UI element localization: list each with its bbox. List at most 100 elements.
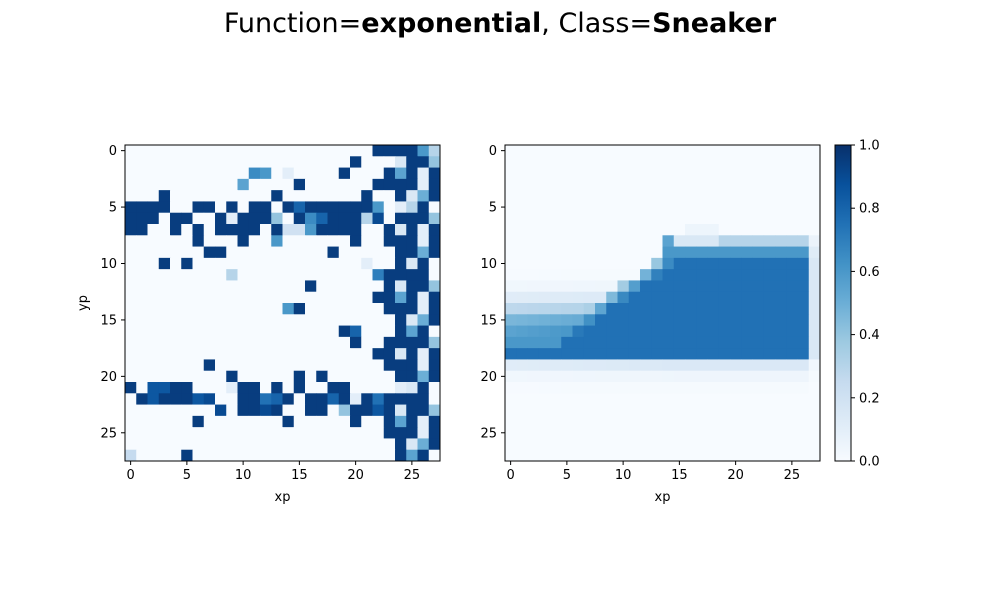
heatmap-cell: [640, 404, 652, 417]
heatmap-cell: [673, 359, 686, 372]
heatmap-cell: [260, 246, 272, 259]
heatmap-cell: [192, 359, 205, 372]
heatmap-cell: [550, 325, 562, 338]
heatmap-cell: [718, 427, 731, 439]
heatmap-cell: [361, 212, 373, 225]
heatmap-cell: [327, 156, 340, 168]
heatmap-cell: [595, 212, 607, 225]
heatmap-cell: [572, 291, 585, 304]
heatmap-cell: [170, 280, 182, 293]
heatmap-cell: [606, 427, 618, 439]
heatmap-cell: [147, 224, 160, 236]
heatmap-cell: [718, 145, 731, 157]
heatmap-cell: [395, 257, 407, 270]
heatmap-cell: [673, 201, 686, 214]
heatmap-cell: [595, 336, 607, 349]
heatmap-cell: [316, 303, 328, 315]
heatmap-cell: [305, 427, 317, 439]
heatmap-cell: [361, 280, 373, 293]
heatmap-cell: [561, 303, 573, 315]
heatmap-cell: [350, 190, 362, 202]
heatmap-cell: [181, 201, 193, 214]
heatmap-cell: [361, 291, 373, 304]
heatmap-cell: [752, 156, 765, 168]
heatmap-cell: [516, 178, 528, 191]
heatmap-cell: [237, 415, 250, 428]
heatmap-cell: [147, 415, 160, 428]
heatmap-cell: [606, 415, 618, 428]
heatmap-cell: [583, 246, 596, 259]
heatmap-cell: [383, 156, 396, 168]
heatmap-cell: [260, 427, 272, 439]
heatmap-cell: [797, 449, 810, 462]
heatmap-cell: [516, 325, 528, 338]
heatmap-cell: [550, 449, 562, 462]
heatmap-cell: [181, 370, 193, 383]
heatmap-cell: [406, 325, 418, 338]
heatmap-cell: [763, 235, 776, 247]
heatmap-cell: [640, 156, 652, 168]
heatmap-cell: [786, 167, 798, 180]
heatmap-cell: [237, 201, 250, 214]
heatmap-cell: [372, 167, 385, 180]
heatmap-cell: [338, 370, 351, 383]
heatmap-cell: [730, 348, 742, 360]
heatmap-cell: [505, 449, 517, 462]
heatmap-cell: [428, 427, 441, 439]
heatmap-cell: [640, 269, 652, 281]
heatmap-cell: [282, 156, 295, 168]
heatmap-cell: [583, 393, 596, 405]
heatmap-cell: [158, 415, 171, 428]
heatmap-cell: [372, 438, 385, 451]
heatmap-cell: [640, 382, 652, 394]
heatmap-cell: [583, 167, 596, 180]
heatmap-cell: [338, 212, 351, 225]
colorbar-frame: [834, 144, 852, 462]
heatmap-cell: [516, 348, 528, 360]
heatmap-cell: [730, 212, 742, 225]
heatmap-cell: [505, 370, 517, 383]
heatmap-cell: [696, 449, 708, 462]
heatmap-cell: [271, 235, 283, 247]
heatmap-cell: [527, 190, 540, 202]
heatmap-cell: [260, 438, 272, 451]
heatmap-cell: [718, 325, 731, 338]
heatmap-cell: [428, 201, 441, 214]
heatmap-cell: [215, 325, 227, 338]
heatmap-cell: [662, 190, 675, 202]
heatmap-cell: [561, 190, 573, 202]
heatmap-cell: [696, 325, 708, 338]
heatmap-cell: [651, 359, 663, 372]
heatmap-cell: [775, 314, 787, 326]
heatmap-cell: [237, 224, 250, 236]
heatmap-cell: [640, 224, 652, 236]
heatmap-cell: [662, 291, 675, 304]
heatmap-cell: [271, 269, 283, 281]
heatmap-cell: [136, 427, 148, 439]
heatmap-cell: [696, 393, 708, 405]
heatmap-cell: [797, 280, 810, 293]
heatmap-cell: [260, 359, 272, 372]
heatmap-cell: [316, 201, 328, 214]
heatmap-cell: [158, 246, 171, 259]
heatmap-cell: [248, 370, 261, 383]
heatmap-cell: [775, 348, 787, 360]
heatmap-cell: [215, 257, 227, 270]
heatmap-cell: [505, 167, 517, 180]
heatmap-cell: [338, 156, 351, 168]
heatmap-cell: [305, 145, 317, 157]
heatmap-cell: [516, 359, 528, 372]
heatmap-cell: [718, 415, 731, 428]
heatmap-cell: [406, 303, 418, 315]
heatmap-cell: [327, 257, 340, 270]
heatmap-cell: [527, 404, 540, 417]
heatmap-cell: [741, 404, 753, 417]
heatmap-cell: [395, 212, 407, 225]
heatmap-cell: [673, 280, 686, 293]
heatmap-cell: [282, 178, 295, 191]
heatmap-cell: [583, 438, 596, 451]
heatmap-cell: [350, 404, 362, 417]
heatmap-cell: [730, 156, 742, 168]
heatmap-cell: [125, 382, 137, 394]
